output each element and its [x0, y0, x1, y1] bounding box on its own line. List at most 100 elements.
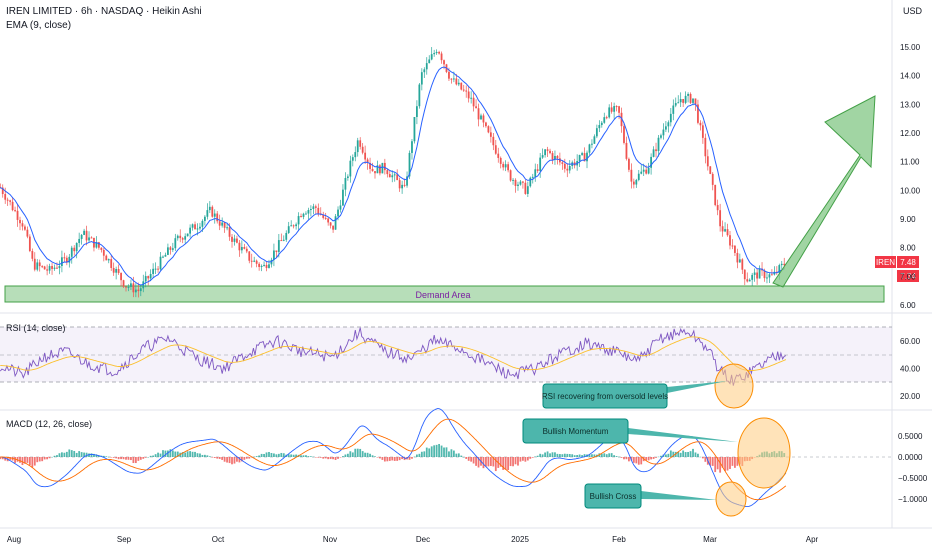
macd-bar — [305, 455, 307, 457]
candle-body — [100, 247, 103, 250]
momentum-highlight[interactable] — [737, 417, 791, 489]
macd-bar — [539, 453, 542, 457]
macd-bar — [322, 457, 325, 459]
demand-area[interactable] — [4, 285, 885, 303]
candle-body — [672, 105, 675, 114]
macd-bar — [364, 452, 367, 457]
macd-bar — [63, 452, 66, 457]
time-tick: Mar — [703, 535, 717, 544]
candle-body — [68, 256, 71, 263]
candle-body — [509, 170, 512, 181]
macd-bar — [472, 457, 475, 464]
candle-body — [164, 254, 167, 257]
macd-bar — [270, 452, 273, 457]
candle-body — [191, 224, 194, 228]
macd-bar — [80, 452, 83, 457]
candle-body — [420, 72, 423, 85]
macd-bar — [489, 457, 492, 466]
macd-bar — [669, 450, 672, 457]
bullish-arrow[interactable] — [772, 95, 876, 288]
macd-bar — [391, 457, 394, 461]
macd-bar — [499, 457, 502, 467]
candle-body — [379, 165, 381, 174]
cross-callout-text: Bullish Cross — [590, 492, 637, 501]
macd-bar — [144, 457, 147, 458]
time-tick: Feb — [612, 535, 626, 544]
macd-bar — [36, 457, 39, 463]
candle-body — [721, 226, 724, 232]
candle-body — [354, 152, 357, 158]
macd-bar — [33, 457, 36, 466]
macd-bar — [70, 450, 73, 457]
macd-bar — [714, 457, 717, 473]
candle-body — [221, 222, 224, 226]
candle-body — [738, 259, 741, 263]
macd-bar — [413, 456, 416, 458]
macd-bar — [290, 454, 293, 457]
candle-body — [226, 227, 228, 229]
macd-bar — [359, 448, 362, 457]
macd-histogram — [0, 443, 786, 473]
candle-body — [388, 174, 391, 178]
macd-bar — [0, 457, 2, 460]
candle-body — [223, 222, 226, 228]
last-price-text: 7.48 — [900, 258, 916, 267]
macd-bar — [130, 457, 132, 461]
candle-body — [600, 122, 603, 126]
macd-bar — [273, 453, 275, 457]
candle-body — [171, 248, 174, 250]
candle-body — [418, 84, 421, 107]
macd-bar — [455, 453, 458, 457]
candle-body — [753, 272, 756, 275]
candle-body — [85, 230, 88, 241]
candle-body — [361, 146, 364, 153]
candle-body — [132, 283, 135, 293]
candle-body — [139, 288, 142, 292]
cross-callout[interactable] — [584, 483, 642, 509]
macd-bar — [623, 457, 625, 460]
macd-bar — [554, 452, 556, 457]
macd-bar — [401, 457, 404, 460]
candle-body — [657, 137, 660, 152]
candle-body — [196, 228, 199, 230]
rsi-oversold-highlight[interactable] — [714, 363, 754, 409]
macd-bar — [334, 457, 337, 460]
candle-body — [748, 279, 751, 282]
macd-bar — [90, 453, 93, 457]
candle-body — [305, 213, 307, 215]
candle-body — [731, 245, 734, 247]
price-tick: 13.00 — [900, 100, 921, 109]
macd-bar — [218, 457, 221, 459]
candle-body — [433, 53, 436, 55]
rsi-callout[interactable] — [542, 383, 668, 409]
candle-body — [423, 69, 426, 73]
candle-body — [201, 220, 204, 227]
macd-bar — [517, 457, 519, 466]
macd-bar — [349, 451, 352, 457]
macd-bar — [206, 455, 209, 457]
cross-highlight[interactable] — [715, 481, 747, 517]
macd-bar — [393, 457, 396, 461]
candle-body — [647, 167, 650, 174]
candle-body — [83, 230, 85, 235]
macd-bar — [600, 453, 603, 457]
candle-body — [566, 168, 569, 171]
momentum-callout[interactable] — [522, 418, 629, 444]
macd-bar — [260, 453, 263, 457]
candle-body — [322, 214, 325, 218]
candle-body — [14, 210, 16, 212]
macd-bar — [83, 452, 85, 457]
candle-body — [130, 283, 132, 287]
candle-body — [416, 106, 418, 118]
macd-bar — [647, 457, 650, 461]
macd-bar — [379, 457, 381, 459]
candle-body — [549, 150, 551, 154]
candle-body — [245, 248, 248, 252]
macd-bar — [366, 452, 369, 457]
rsi-tick: 60.00 — [900, 337, 921, 346]
macd-bar — [236, 457, 238, 462]
candle-body — [652, 149, 655, 157]
macd-bar — [519, 457, 522, 462]
candle-body — [704, 137, 707, 157]
price-tick: 9.00 — [900, 215, 916, 224]
